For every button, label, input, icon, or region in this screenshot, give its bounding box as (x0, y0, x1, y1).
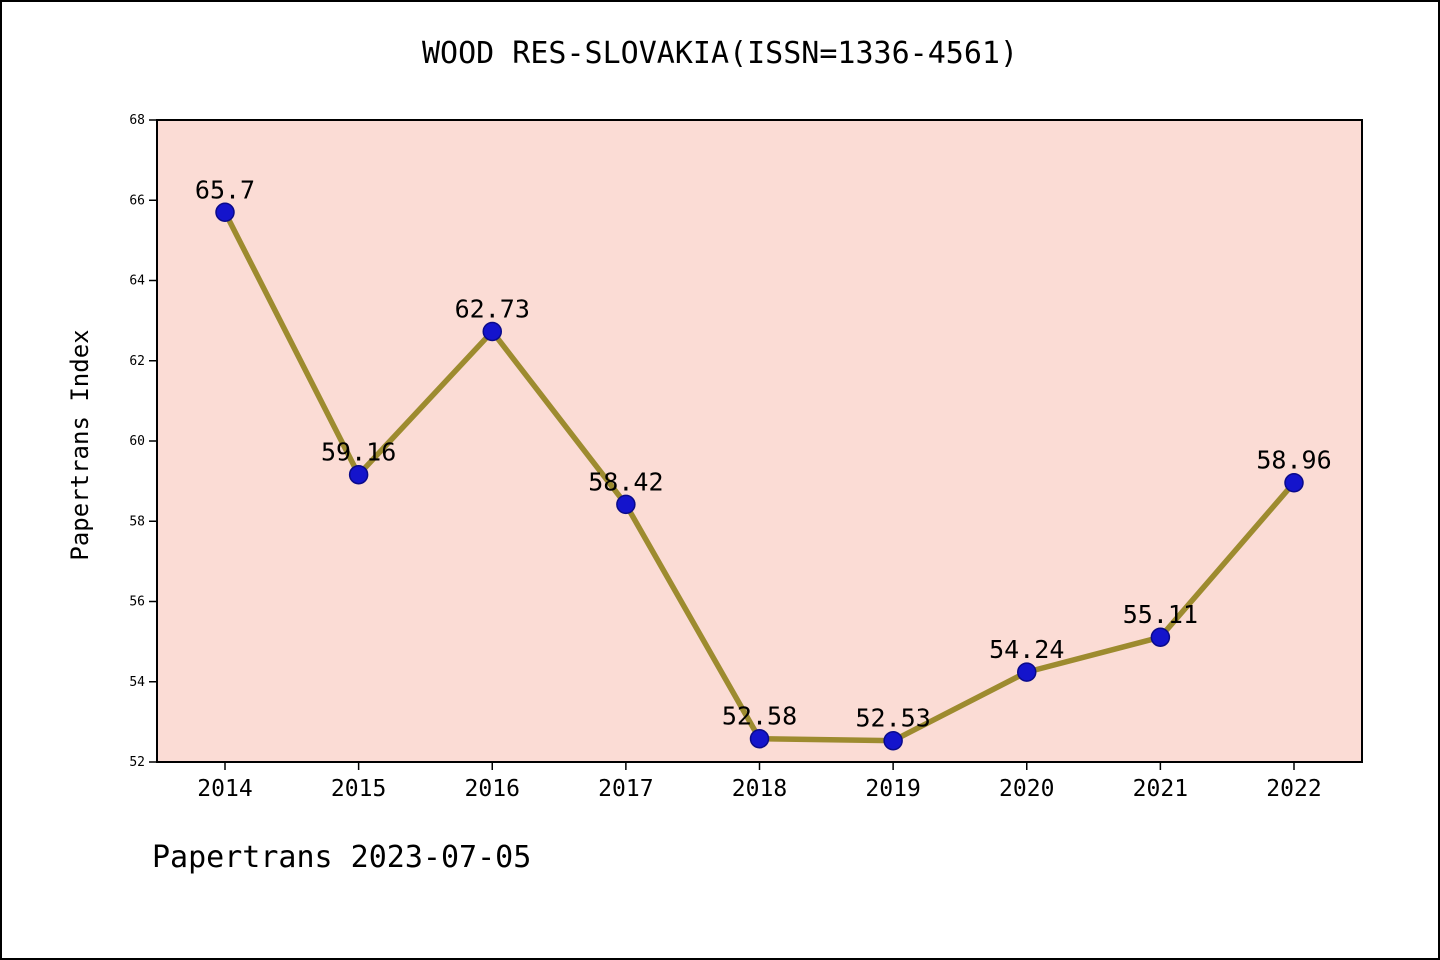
data-point (482, 321, 502, 342)
data-point-label: 59.16 (321, 438, 396, 467)
watermark-text: Papertrans 2023-07-05 (152, 840, 532, 875)
data-point (616, 494, 636, 515)
data-point-label: 58.42 (588, 467, 663, 496)
data-point (348, 464, 369, 485)
data-point-label: 58.96 (1256, 446, 1331, 475)
x-tick-label: 2014 (197, 776, 252, 802)
y-tick-label: 64 (129, 274, 145, 289)
x-tick-label: 2016 (465, 776, 520, 802)
y-tick-label: 68 (129, 113, 145, 128)
y-tick-label: 54 (129, 675, 145, 690)
chart-title: WOOD RES-SLOVAKIA(ISSN=1336-4561) (421, 36, 1019, 71)
data-point-label: 52.58 (722, 702, 797, 731)
x-tick-label: 2017 (598, 776, 653, 802)
y-tick-label: 52 (129, 755, 145, 770)
data-point (215, 202, 235, 223)
x-tick-label: 2015 (331, 776, 386, 802)
plot-area (157, 120, 1362, 762)
data-point (1150, 627, 1171, 647)
data-point-label: 55.11 (1123, 600, 1198, 629)
y-tick-label: 66 (129, 193, 145, 208)
data-point-label: 62.73 (455, 294, 530, 323)
y-tick-label: 58 (129, 514, 145, 529)
y-tick-label: 62 (129, 354, 145, 369)
x-tick-label: 2020 (999, 776, 1054, 802)
data-point-label: 65.7 (195, 175, 255, 204)
data-point-label: 54.24 (989, 635, 1064, 664)
y-tick-label: 56 (129, 595, 145, 610)
data-point-label: 52.53 (855, 704, 930, 733)
x-tick-label: 2018 (732, 776, 787, 802)
y-tick-label: 60 (129, 434, 145, 449)
x-tick-label: 2021 (1133, 776, 1188, 802)
data-point (1284, 472, 1304, 493)
data-point (1017, 662, 1037, 682)
plot-border (156, 119, 1363, 763)
x-tick-label: 2022 (1266, 776, 1321, 802)
x-tick-label: 2019 (865, 776, 920, 802)
data-point (749, 728, 770, 749)
data-point (883, 730, 903, 751)
